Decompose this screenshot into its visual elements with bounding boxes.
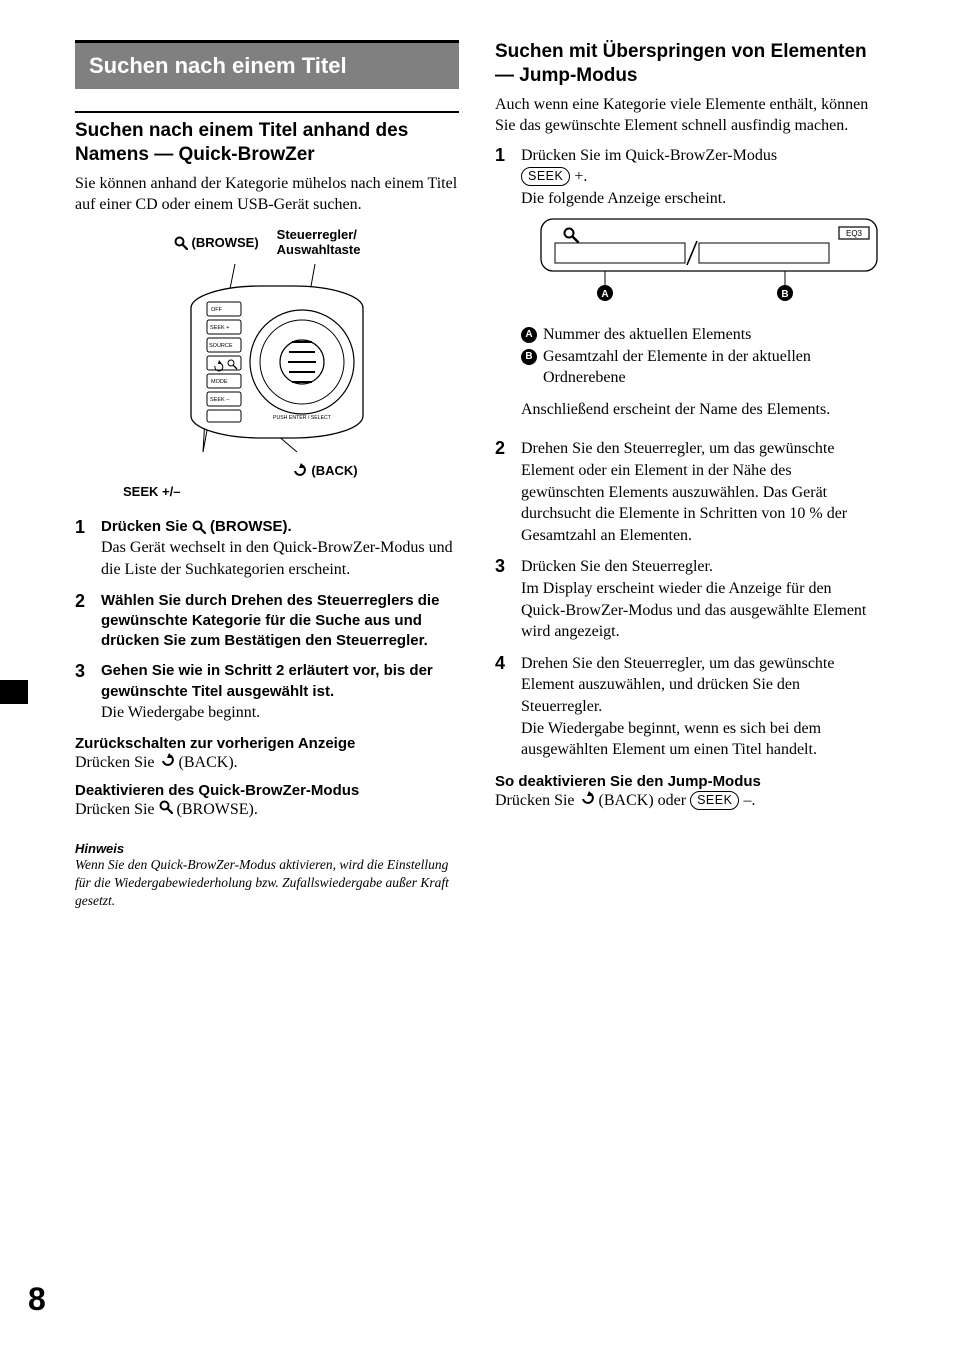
svg-text:PUSH ENTER / SELECT: PUSH ENTER / SELECT: [273, 415, 332, 421]
svg-text:B: B: [781, 289, 788, 300]
browse-label: (BROWSE): [192, 235, 259, 250]
search-icon: [192, 520, 206, 534]
r3-body: Drücken Sie den Steuerregler. Im Display…: [521, 556, 879, 642]
svg-text:OFF: OFF: [211, 307, 223, 313]
page-columns: Suchen nach einem Titel Suchen nach eine…: [75, 40, 879, 910]
legend-a: Nummer des aktuellen Elements: [543, 324, 751, 346]
back-icon: [159, 753, 175, 767]
badge-b-icon: B: [521, 349, 537, 365]
sub1-heading: Zurückschalten zur vorherigen Anzeige: [75, 735, 459, 752]
search-icon: [174, 236, 188, 250]
svg-text:EQ3: EQ3: [846, 229, 863, 238]
search-icon: [159, 800, 173, 814]
svg-text:SEEK –: SEEK –: [210, 397, 230, 403]
step-number: 1: [75, 517, 91, 580]
r1-line1: Drücken Sie im Quick-BrowZer-Modus: [521, 145, 879, 167]
back-icon: [579, 791, 595, 805]
step3-lead: Gehen Sie wie in Schritt 2 erläutert vor…: [101, 661, 459, 702]
step1-body: Das Gerät wechselt in den Quick-BrowZer-…: [101, 539, 453, 578]
step-number: 2: [495, 438, 511, 546]
ab-legend: A Nummer des aktuellen Elements B Gesamtza…: [521, 324, 879, 389]
step1-lead-post: (BROWSE).: [210, 518, 292, 535]
back-label: (BACK): [311, 463, 357, 478]
device-svg: PUSH ENTER / SELECT OFF SEEK + SOURCE: [147, 264, 387, 454]
back-icon: [291, 463, 307, 477]
section-title: Suchen nach einem Titel: [75, 40, 459, 89]
step2-lead: Wählen Sie durch Drehen des Steuerregler…: [101, 591, 459, 652]
r4-body: Drehen Sie den Steuerregler, um das gewü…: [521, 653, 879, 761]
left-h2: Suchen nach einem Titel anhand des Namen…: [75, 111, 459, 167]
deactivate-heading: So deaktivieren Sie den Jump-Modus: [495, 773, 879, 790]
r2-body: Drehen Sie den Steuerregler, um das gewü…: [521, 438, 879, 546]
device-diagram: (BROWSE) Steuerregler/ Auswahltaste: [75, 228, 459, 499]
note-heading: Hinweis: [75, 841, 459, 856]
step-number: 1: [495, 145, 511, 429]
step-number: 3: [75, 661, 91, 723]
right-steps: 1 Drücken Sie im Quick-BrowZer-Modus SEE…: [495, 145, 879, 761]
left-step-2: 2 Wählen Sie durch Drehen des Steuerregl…: [75, 591, 459, 652]
step-number: 2: [75, 591, 91, 652]
step1-lead-pre: Drücken Sie: [101, 518, 192, 535]
left-column: Suchen nach einem Titel Suchen nach eine…: [75, 40, 459, 910]
seek-key: SEEK: [521, 167, 570, 186]
right-step-4: 4 Drehen Sie den Steuerregler, um das ge…: [495, 653, 879, 761]
deactivate-body: Drücken Sie (BACK) oder SEEK –.: [495, 790, 879, 812]
right-column: Suchen mit Überspringen von Elementen — …: [495, 40, 879, 910]
right-step-2: 2 Drehen Sie den Steuerregler, um das ge…: [495, 438, 879, 546]
note-body: Wenn Sie den Quick-BrowZer-Modus aktivie…: [75, 856, 459, 911]
svg-text:SEEK +: SEEK +: [210, 325, 229, 331]
legend-b: Gesamtzahl der Elemente in der aktuellen…: [543, 346, 879, 389]
r1-line3: Die folgende Anzeige erscheint.: [521, 188, 879, 210]
right-intro: Auch wenn eine Kategorie viele Elemente …: [495, 94, 879, 137]
seek-key: SEEK: [690, 791, 739, 810]
right-h2: Suchen mit Überspringen von Elementen — …: [495, 40, 879, 88]
step-number: 3: [495, 556, 511, 642]
control-label-2: Auswahltaste: [277, 242, 361, 257]
left-intro: Sie können anhand der Kategorie mühelos …: [75, 173, 459, 216]
step3-body: Die Wiedergabe beginnt.: [101, 704, 260, 721]
sub2-heading: Deaktivieren des Quick-BrowZer-Modus: [75, 782, 459, 799]
left-step-3: 3 Gehen Sie wie in Schritt 2 erläutert v…: [75, 661, 459, 723]
right-step-3: 3 Drücken Sie den Steuerregler. Im Displ…: [495, 556, 879, 642]
svg-text:A: A: [601, 289, 608, 300]
sub2-body: Drücken Sie (BROWSE).: [75, 799, 459, 821]
step-number: 4: [495, 653, 511, 761]
control-label-1: Steuerregler/: [277, 227, 357, 242]
after-ab: Anschließend erscheint der Name des Elem…: [521, 399, 879, 421]
page-number: 8: [28, 1281, 46, 1318]
sub1-body: Drücken Sie (BACK).: [75, 752, 459, 774]
left-step-1: 1 Drücken Sie (BROWSE). Das Gerät wechse…: [75, 517, 459, 580]
seek-label: SEEK +/–: [123, 484, 459, 499]
display-diagram: EQ3 A B: [539, 217, 879, 312]
badge-a-icon: A: [521, 327, 537, 343]
r1-plus: +.: [570, 168, 587, 185]
svg-text:MODE: MODE: [211, 379, 228, 385]
svg-text:SOURCE: SOURCE: [209, 343, 233, 349]
left-steps: 1 Drücken Sie (BROWSE). Das Gerät wechse…: [75, 517, 459, 723]
edge-tab: [0, 680, 28, 704]
right-step-1: 1 Drücken Sie im Quick-BrowZer-Modus SEE…: [495, 145, 879, 429]
